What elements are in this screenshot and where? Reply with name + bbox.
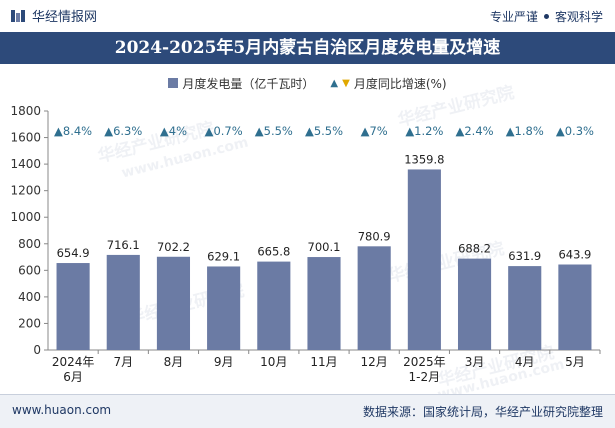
y-tick-label: 1600 bbox=[10, 131, 41, 145]
x-tick-label: 8月 bbox=[164, 355, 184, 369]
y-tick-label: 600 bbox=[18, 263, 41, 277]
legend-bar-label: 月度发电量（亿千瓦时） bbox=[182, 76, 315, 91]
growth-label: ▲0.3% bbox=[556, 124, 594, 138]
growth-label: ▲1.2% bbox=[405, 124, 443, 138]
growth-label: ▲5.5% bbox=[255, 124, 293, 138]
bar-value-label: 643.9 bbox=[558, 248, 591, 262]
triangle-down-icon: ▼ bbox=[342, 77, 350, 89]
x-tick-label: 2025年 bbox=[403, 355, 446, 369]
tagline: 专业严谨 客观科学 bbox=[490, 8, 603, 25]
tagline-left: 专业严谨 bbox=[489, 10, 538, 24]
bar bbox=[257, 261, 291, 350]
x-tick-label: 3月 bbox=[465, 355, 485, 369]
growth-label: ▲2.4% bbox=[456, 124, 494, 138]
x-tick-label: 12月 bbox=[361, 355, 388, 369]
x-tick-label: 7月 bbox=[113, 355, 133, 369]
x-tick-label: 4月 bbox=[515, 355, 535, 369]
bar-chart: 0 200 400 600 800 1000 1200 1400 1600 1800 654.9 20… bbox=[10, 104, 601, 384]
x-tick-label: 5月 bbox=[565, 355, 585, 369]
growth-label: ▲5.5% bbox=[305, 124, 343, 138]
bar-value-label: 716.1 bbox=[107, 238, 140, 252]
brand-name: 华经情报网 bbox=[32, 10, 98, 25]
x-tick-label: 1-2月 bbox=[409, 370, 441, 384]
legend-item-growth[interactable]: ▲ ▼ 月度同比增速(%) bbox=[330, 75, 446, 92]
dot-separator-icon bbox=[543, 14, 549, 19]
bar-swatch-icon bbox=[168, 78, 179, 88]
chart-title: 2024-2025年5月内蒙古自治区月度发电量及增速 bbox=[0, 32, 615, 64]
y-tick-label: 1400 bbox=[10, 157, 41, 171]
y-tick-label: 1200 bbox=[10, 184, 41, 198]
triangle-up-icon: ▲ bbox=[330, 77, 339, 89]
x-tick-label: 6月 bbox=[63, 370, 83, 384]
growth-label: ▲1.8% bbox=[506, 124, 544, 138]
footer-url-link[interactable]: www.huaon.com bbox=[12, 403, 112, 417]
top-bar: 华经情报网 专业严谨 客观科学 bbox=[0, 0, 615, 32]
y-tick-label: 1800 bbox=[10, 104, 41, 118]
legend-item-bar[interactable]: 月度发电量（亿千瓦时） bbox=[168, 75, 314, 92]
bar-value-label: 631.9 bbox=[508, 249, 541, 263]
x-tick-label: 10月 bbox=[260, 355, 287, 369]
bar bbox=[156, 256, 191, 350]
bar-value-label: 654.9 bbox=[57, 246, 90, 260]
bar bbox=[307, 257, 341, 350]
bar bbox=[56, 263, 90, 350]
y-tick-label: 1000 bbox=[10, 210, 41, 224]
growth-label: ▲7% bbox=[361, 124, 388, 138]
legend-growth-label: 月度同比增速(%) bbox=[353, 76, 447, 91]
bar bbox=[207, 266, 241, 350]
bar-value-label: 780.9 bbox=[358, 229, 391, 243]
x-tick-label: 11月 bbox=[310, 355, 337, 369]
y-tick-label: 0 bbox=[33, 343, 41, 357]
growth-label: ▲0.7% bbox=[205, 124, 243, 138]
bar bbox=[457, 258, 492, 350]
y-tick-label: 200 bbox=[18, 316, 41, 330]
x-tick-label: 2024年 bbox=[52, 355, 95, 369]
bar-value-label: 702.2 bbox=[157, 240, 190, 254]
bar-value-label: 629.1 bbox=[207, 249, 240, 263]
bar bbox=[357, 246, 391, 350]
brand[interactable]: 华经情报网 bbox=[10, 6, 97, 25]
data-source: 数据来源：国家统计局，华经产业研究院整理 bbox=[362, 405, 603, 419]
bar-value-label: 665.8 bbox=[257, 245, 290, 259]
bar bbox=[558, 264, 592, 350]
growth-label: ▲6.3% bbox=[104, 124, 142, 138]
bar bbox=[106, 254, 140, 350]
bar-value-label: 1359.8 bbox=[404, 152, 444, 166]
y-tick-label: 800 bbox=[18, 237, 41, 251]
chart-legend: 月度发电量（亿千瓦时） ▲ ▼ 月度同比增速(%) bbox=[0, 73, 615, 93]
huajing-logo-icon bbox=[11, 9, 25, 22]
tagline-right: 客观科学 bbox=[554, 10, 603, 24]
footer: www.huaon.com 数据来源：国家统计局，华经产业研究院整理 bbox=[0, 394, 615, 428]
x-tick-label: 9月 bbox=[214, 355, 234, 369]
growth-label: ▲4% bbox=[160, 124, 187, 138]
growth-label: ▲8.4% bbox=[54, 124, 92, 138]
y-tick-label: 400 bbox=[18, 290, 41, 304]
bar-value-label: 688.2 bbox=[458, 242, 491, 256]
bar-value-label: 700.1 bbox=[308, 240, 341, 254]
bar bbox=[508, 266, 542, 350]
bar bbox=[407, 169, 441, 350]
